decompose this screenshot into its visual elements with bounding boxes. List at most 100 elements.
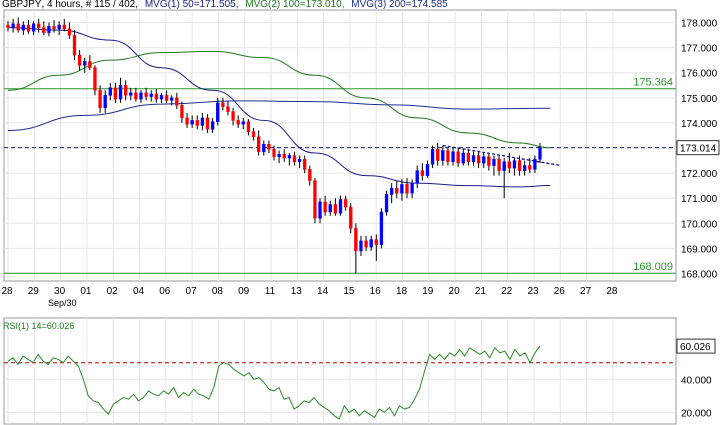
candle-body: [11, 23, 15, 28]
candle-body: [129, 92, 133, 96]
rsi-last-box: [676, 338, 716, 354]
y-tick-label: 172.000: [681, 169, 718, 180]
candle-body: [349, 206, 353, 229]
candle-body: [200, 117, 205, 126]
candle-body: [451, 151, 455, 163]
y-tick-label: 169.000: [681, 244, 718, 255]
candle-body: [482, 156, 486, 164]
candle-body: [246, 121, 251, 132]
y-tick-label: 178.000: [681, 19, 718, 30]
candle-body: [134, 92, 138, 100]
candle-body: [16, 23, 20, 31]
candle-body: [379, 211, 384, 245]
candle-body: [185, 117, 189, 125]
x-tick-label: 23: [527, 286, 539, 297]
rsi-y-tick-label: 40.000: [681, 375, 712, 386]
interval-label: , 4 hours, # 115 / 402,: [41, 0, 139, 10]
candle-body: [236, 120, 240, 125]
candle-body: [52, 26, 56, 30]
x-tick-label: 09: [238, 286, 250, 297]
candle-body: [72, 34, 77, 56]
candle-body: [62, 24, 66, 30]
y-tick-label: 170.000: [681, 219, 718, 230]
candle-body: [425, 164, 430, 176]
rsi-y-tick-label: 20.000: [681, 408, 712, 419]
candle-body: [195, 120, 199, 126]
candle-body: [415, 170, 419, 184]
candle-body: [272, 149, 276, 158]
mvg2-label: MVG(2) 100=173.010,: [245, 0, 345, 10]
last-price-box: [676, 140, 720, 156]
y-tick-label: 174.000: [681, 119, 718, 130]
candle-body: [26, 24, 31, 32]
candle-body: [328, 204, 332, 213]
candle-body: [507, 161, 511, 169]
candle-body: [231, 111, 235, 121]
candle-body: [83, 61, 87, 66]
candle-body: [517, 160, 522, 171]
candle-body: [42, 27, 46, 33]
x-tick-label: 16: [370, 286, 382, 297]
candle-body: [139, 92, 143, 100]
candle-body: [384, 194, 389, 213]
candle-body: [216, 102, 220, 122]
candle-body: [37, 23, 41, 28]
x-tick-label: 01: [80, 286, 92, 297]
x-tick-label: 04: [133, 286, 145, 297]
candle-body: [446, 150, 450, 163]
x-sublabel: Sep/30: [48, 298, 77, 308]
x-tick-label: 02: [107, 286, 119, 297]
x-tick-label: 30: [54, 286, 66, 297]
candle-body: [338, 199, 343, 214]
candle-body: [149, 93, 153, 97]
x-tick-label: 07: [186, 286, 198, 297]
candle-body: [374, 239, 378, 245]
candle-body: [67, 28, 72, 36]
y-tick-label: 171.000: [681, 194, 718, 205]
candle-body: [528, 165, 532, 170]
candle-body: [308, 169, 312, 181]
x-tick-label: 13: [291, 286, 303, 297]
candle-body: [287, 155, 292, 159]
level-label: 175.364: [633, 77, 673, 89]
x-tick-label: 26: [554, 286, 566, 297]
candle-body: [502, 161, 506, 171]
level-label: 168.009: [633, 261, 673, 273]
candle-body: [108, 87, 112, 96]
candle-body: [164, 95, 169, 101]
candle-body: [471, 155, 476, 163]
candle-body: [262, 143, 266, 153]
candle-body: [533, 159, 537, 170]
candle-body: [369, 239, 373, 248]
candle-body: [256, 136, 261, 153]
candle-body: [333, 204, 338, 214]
moving-average-line: [7, 50, 551, 149]
candle-body: [159, 95, 164, 100]
candle-body: [466, 152, 471, 163]
candle-body: [359, 240, 363, 252]
x-tick-label: 19: [422, 286, 434, 297]
candle-body: [88, 61, 92, 68]
mvg1-label: MVG(1) 50=171.505,: [144, 0, 239, 10]
x-tick-label: 28: [606, 286, 618, 297]
candle-body: [180, 105, 184, 119]
candle-body: [47, 26, 51, 33]
symbol-label: GBPJPY: [2, 0, 42, 10]
x-tick-label: 11: [265, 286, 276, 297]
candle-body: [512, 160, 517, 169]
candle-body: [77, 54, 82, 66]
x-tick-label: 21: [475, 286, 487, 297]
chart-header: GBPJPY, 4 hours, # 115 / 402, MVG(1) 50=…: [2, 0, 452, 10]
candle-body: [297, 159, 302, 163]
moving-average-line: [7, 27, 551, 188]
candle-body: [267, 143, 271, 150]
rsi-line: [7, 345, 541, 420]
candle-body: [343, 199, 348, 208]
price-panel-frame: [3, 9, 677, 282]
candle-body: [441, 150, 445, 161]
candle-body: [113, 87, 118, 100]
candle-body: [221, 102, 225, 107]
candle-body: [190, 120, 194, 125]
